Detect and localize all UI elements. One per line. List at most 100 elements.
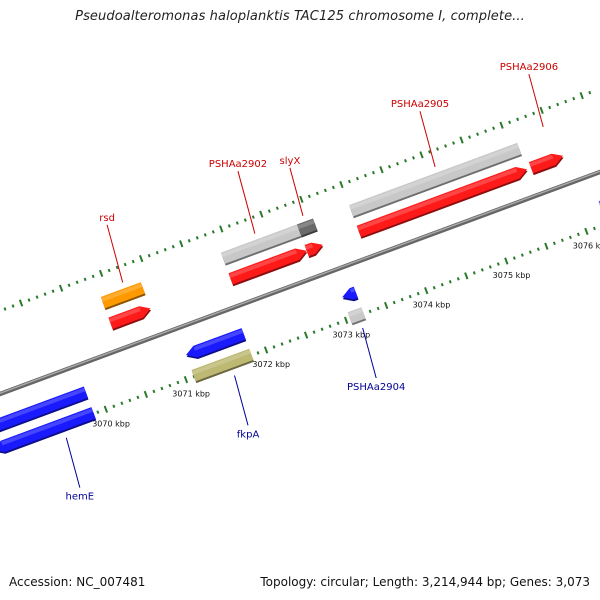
gene-PSHAa2902-track-0[interactable]: [220, 224, 302, 266]
forward-tick: [147, 253, 151, 258]
gene-PSHAa2904-track-0[interactable]: [342, 286, 359, 302]
gene-label-PSHAa2902[interactable]: PSHAa2902: [209, 159, 267, 170]
forward-tick: [179, 240, 184, 248]
reverse-tick: [560, 238, 564, 243]
forward-tick: [43, 292, 47, 296]
reverse-tick: [480, 268, 484, 272]
reverse-tick: [152, 389, 156, 394]
forward-tick: [572, 96, 576, 101]
forward-tick: [347, 179, 351, 184]
reverse-tick: [384, 301, 389, 310]
gene-PSHAa2904-track-1[interactable]: [347, 307, 367, 326]
gene-hemE-track-0[interactable]: [0, 386, 89, 437]
reverse-tick: [576, 232, 580, 237]
reverse-tick: [96, 410, 100, 414]
gene-highlight: [193, 329, 244, 351]
forward-tick: [83, 277, 87, 282]
forward-tick: [524, 114, 528, 119]
gene-body: [228, 248, 307, 285]
gene-slyX-track-0[interactable]: [297, 218, 318, 238]
forward-tick: [315, 191, 319, 196]
forward-tick: [355, 176, 359, 181]
forward-tick: [98, 269, 104, 278]
forward-tick: [371, 170, 375, 175]
forward-tick: [75, 280, 79, 285]
reverse-tick: [296, 336, 300, 340]
gene-label-hemE[interactable]: hemE: [66, 492, 95, 503]
gene-highlight: [529, 154, 554, 167]
reverse-tick: [592, 226, 596, 231]
gene-highlight: [349, 287, 356, 293]
gene-PSHAa2905-track-0[interactable]: [349, 142, 522, 219]
gene-rsd-track-0[interactable]: [100, 282, 146, 311]
forward-tick: [444, 144, 447, 148]
reverse-tick: [520, 253, 524, 257]
tick-label-3072: 3072 kbp: [252, 360, 290, 369]
map-title: Pseudoalteromonas haloplanktis TAC125 ch…: [75, 9, 525, 24]
gene-label-PSHAa2904[interactable]: PSHAa2904: [347, 382, 405, 393]
forward-tick: [227, 224, 231, 228]
reverse-tick: [303, 331, 309, 339]
reverse-tick: [176, 380, 180, 385]
gene-label-rsd[interactable]: rsd: [99, 213, 115, 224]
forward-tick: [115, 265, 119, 270]
label-leader-hemE: [65, 437, 81, 488]
reverse-tick: [320, 327, 324, 331]
gene-highlight: [1, 408, 94, 446]
gene-PSHAa2905-track-1[interactable]: [356, 167, 528, 239]
gene-slyX-track-1[interactable]: [304, 242, 324, 259]
gene-highlight: [0, 387, 86, 423]
reverse-tick: [440, 282, 444, 287]
reverse-tick: [456, 277, 460, 281]
forward-tick: [339, 180, 344, 189]
reverse-tick: [256, 351, 260, 355]
forward-tick: [379, 166, 384, 174]
reverse-tick: [448, 280, 452, 284]
forward-tick: [51, 289, 55, 293]
forward-tick: [251, 215, 255, 219]
chromosome-backbone: [0, 169, 600, 397]
gene-highlight: [349, 144, 519, 210]
forward-tick: [58, 284, 64, 292]
reverse-tick: [183, 375, 189, 384]
reverse-tick: [128, 398, 132, 403]
forward-tick: [35, 295, 39, 299]
forward-tick: [404, 159, 407, 163]
forward-tick: [195, 236, 199, 240]
forward-tick: [235, 221, 239, 225]
gene-label-PSHAa2906[interactable]: PSHAa2906: [500, 62, 558, 73]
forward-tick: [508, 120, 512, 125]
gene-fkpA-track-1[interactable]: [191, 348, 255, 384]
forward-tick: [131, 259, 135, 264]
gene-label-PSHAa2905[interactable]: PSHAa2905: [391, 99, 449, 110]
forward-tick: [243, 218, 247, 222]
reverse-tick: [336, 321, 340, 326]
reverse-tick: [512, 256, 516, 260]
forward-tick: [275, 206, 279, 210]
forward-tick: [579, 91, 584, 100]
forward-tick: [564, 99, 568, 104]
reverse-tick: [288, 339, 292, 343]
tick-label-3070: 3070 kbp: [92, 419, 130, 428]
gene-PSHAa2906-track-0[interactable]: [528, 153, 564, 176]
gene-hemE-track-1[interactable]: [0, 407, 97, 454]
gene-PSHAa2902-track-1[interactable]: [228, 248, 308, 287]
forward-tick: [516, 117, 520, 122]
forward-tick: [11, 304, 15, 308]
label-leader-rsd: [106, 224, 124, 283]
forward-tick: [484, 129, 488, 133]
reverse-tick: [112, 404, 116, 409]
label-leader-slyX: [289, 167, 304, 216]
label-leader-PSHAa2902: [237, 171, 256, 234]
gene-label-fkpA[interactable]: fkpA: [237, 429, 260, 440]
gene-fkpA-track-0[interactable]: [186, 328, 247, 359]
reverse-tick: [472, 271, 476, 275]
gene-rsd-track-1[interactable]: [108, 306, 152, 331]
forward-tick: [532, 111, 536, 116]
forward-tick: [307, 194, 311, 199]
forward-tick: [123, 262, 127, 267]
backbone-line: [0, 169, 600, 397]
tick-marks: 3070 kbp 3071 kbp 3072 kbp 3073 kbp 3074 kbp…: [0, 90, 600, 450]
gene-label-slyX[interactable]: slyX: [280, 156, 301, 167]
